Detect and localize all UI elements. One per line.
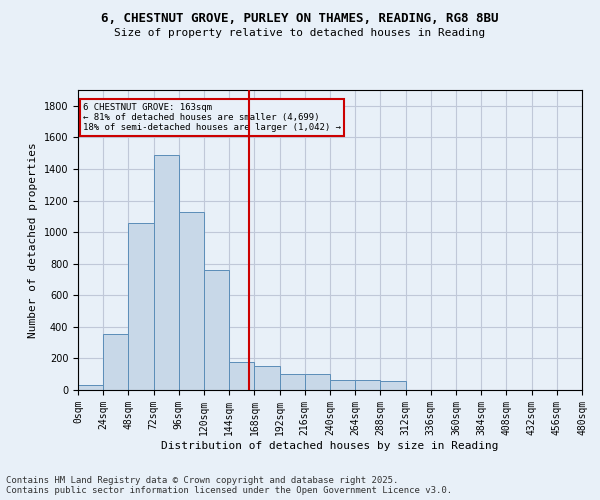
Bar — [380, 380, 406, 390]
Y-axis label: Number of detached properties: Number of detached properties — [28, 142, 38, 338]
Bar — [229, 362, 254, 390]
Bar — [355, 380, 380, 390]
Bar — [305, 374, 330, 390]
Bar — [254, 366, 280, 390]
Bar — [78, 386, 103, 390]
Bar — [128, 222, 154, 390]
Bar — [280, 374, 305, 390]
Text: 6, CHESTNUT GROVE, PURLEY ON THAMES, READING, RG8 8BU: 6, CHESTNUT GROVE, PURLEY ON THAMES, REA… — [101, 12, 499, 26]
Text: 6 CHESTNUT GROVE: 163sqm
← 81% of detached houses are smaller (4,699)
18% of sem: 6 CHESTNUT GROVE: 163sqm ← 81% of detach… — [83, 102, 341, 132]
X-axis label: Distribution of detached houses by size in Reading: Distribution of detached houses by size … — [161, 440, 499, 450]
Text: Contains HM Land Registry data © Crown copyright and database right 2025.
Contai: Contains HM Land Registry data © Crown c… — [6, 476, 452, 495]
Text: Size of property relative to detached houses in Reading: Size of property relative to detached ho… — [115, 28, 485, 38]
Bar — [179, 212, 204, 390]
Bar — [103, 334, 128, 390]
Bar — [154, 154, 179, 390]
Bar — [330, 380, 355, 390]
Bar — [204, 270, 229, 390]
